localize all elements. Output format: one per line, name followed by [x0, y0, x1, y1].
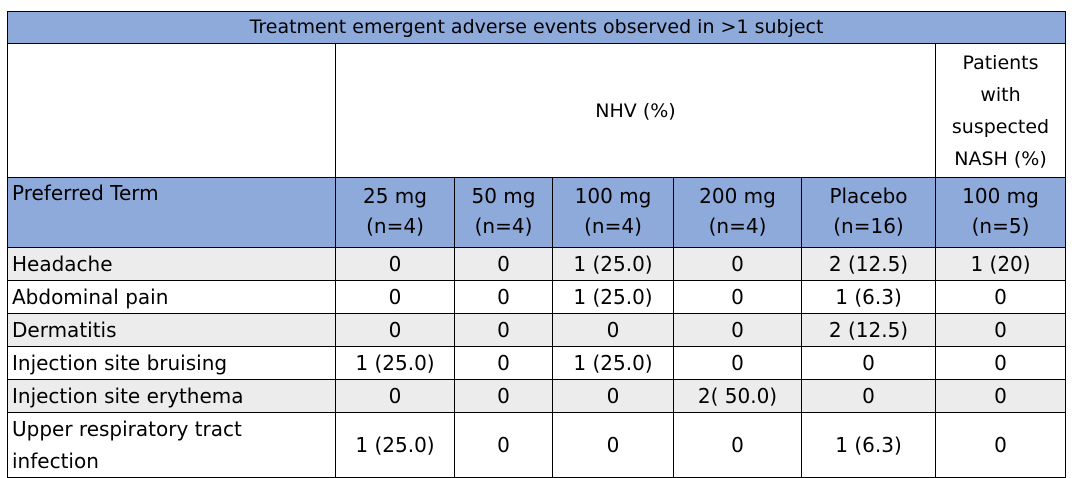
row-term: Abdominal pain [7, 280, 336, 314]
nhv-group-header: NHV (%) [335, 43, 936, 178]
nash-header-line: with [980, 83, 1021, 106]
row-value: 0 [673, 280, 802, 314]
column-header: 100 mg (n=4) [552, 177, 674, 248]
row-value: 0 [934, 412, 1067, 478]
row-value: 0 [454, 313, 553, 347]
column-n: (n=4) [584, 214, 642, 238]
column-header: 100 mg (n=5) [934, 177, 1067, 248]
row-value: 0 [673, 412, 802, 478]
row-value: 0 [801, 379, 936, 413]
row-value: 2 (12.5) [801, 247, 936, 281]
column-n: (n=4) [366, 214, 424, 238]
table-row: Injection site bruising 1 (25.0) 0 1 (25… [7, 346, 1067, 380]
row-value: 2( 50.0) [673, 379, 802, 413]
row-value: 0 [454, 247, 553, 281]
nash-group-header: Patients with suspected NASH (%) [934, 43, 1067, 178]
row-value: 1 (25.0) [335, 412, 455, 478]
row-term: Headache [7, 247, 336, 281]
row-value: 1 (20) [934, 247, 1067, 281]
row-value: 0 [673, 346, 802, 380]
row-value: 0 [934, 379, 1067, 413]
row-value: 0 [454, 280, 553, 314]
column-header: 50 mg (n=4) [454, 177, 553, 248]
row-value: 1 (25.0) [552, 247, 674, 281]
row-value: 0 [934, 346, 1067, 380]
column-n: (n=5) [971, 214, 1030, 238]
row-value: 0 [335, 280, 455, 314]
row-value: 0 [552, 379, 674, 413]
row-value: 1 (25.0) [552, 346, 674, 380]
preferred-term-header: Preferred Term [7, 177, 336, 248]
table-title: Treatment emergent adverse events observ… [6, 11, 1067, 44]
row-value: 0 [673, 247, 802, 281]
adverse-events-table: Treatment emergent adverse events observ… [6, 11, 1067, 478]
nash-header-line: suspected [951, 115, 1050, 138]
row-term: Injection site bruising [7, 346, 336, 380]
column-n: (n=4) [474, 214, 533, 238]
group-header-row: NHV (%) Patients with suspected NASH (%) [7, 43, 1067, 178]
column-dose: 200 mg [699, 184, 776, 208]
row-value: 0 [335, 247, 455, 281]
column-n: (n=16) [833, 214, 904, 238]
column-n: (n=4) [708, 214, 767, 238]
row-value: 1 (25.0) [552, 280, 674, 314]
column-dose: 50 mg [471, 184, 536, 208]
column-dose: 25 mg [363, 184, 427, 208]
column-dose: Placebo [829, 184, 908, 208]
column-header-row: Preferred Term 25 mg (n=4) 50 mg (n=4) 100… [7, 177, 1067, 248]
row-value: 2 (12.5) [801, 313, 936, 347]
row-value: 1 (6.3) [801, 412, 936, 478]
column-dose: 100 mg [962, 184, 1039, 208]
row-term: Injection site erythema [7, 379, 336, 413]
row-value: 1 (6.3) [801, 280, 936, 314]
nash-header-line: NASH (%) [954, 147, 1047, 170]
row-value: 0 [454, 379, 553, 413]
nash-header-line: Patients [962, 51, 1039, 74]
row-value: 0 [552, 412, 674, 478]
title-row: Treatment emergent adverse events observ… [6, 11, 1067, 44]
row-term: Upper respiratory tract infection [7, 412, 336, 478]
empty-corner-cell [7, 43, 336, 178]
column-header: 25 mg (n=4) [335, 177, 455, 248]
table-row: Injection site erythema 0 0 0 2( 50.0) 0… [7, 379, 1067, 413]
column-dose: 100 mg [574, 184, 652, 208]
row-value: 0 [335, 379, 455, 413]
row-value: 0 [552, 313, 674, 347]
column-header: 200 mg (n=4) [673, 177, 802, 248]
table-row: Headache 0 0 1 (25.0) 0 2 (12.5) 1 (20) [7, 247, 1067, 281]
row-value: 0 [934, 313, 1067, 347]
table-row: Upper respiratory tract infection 1 (25.… [7, 412, 1067, 478]
table-row: Dermatitis 0 0 0 0 2 (12.5) 0 [7, 313, 1067, 347]
row-value: 0 [454, 412, 553, 478]
row-term: Dermatitis [7, 313, 336, 347]
row-value: 0 [801, 346, 936, 380]
row-value: 0 [673, 313, 802, 347]
table-row: Abdominal pain 0 0 1 (25.0) 0 1 (6.3) 0 [7, 280, 1067, 314]
row-value: 0 [335, 313, 455, 347]
row-value: 0 [454, 346, 553, 380]
column-header: Placebo (n=16) [801, 177, 936, 248]
row-value: 1 (25.0) [335, 346, 455, 380]
row-value: 0 [934, 280, 1067, 314]
